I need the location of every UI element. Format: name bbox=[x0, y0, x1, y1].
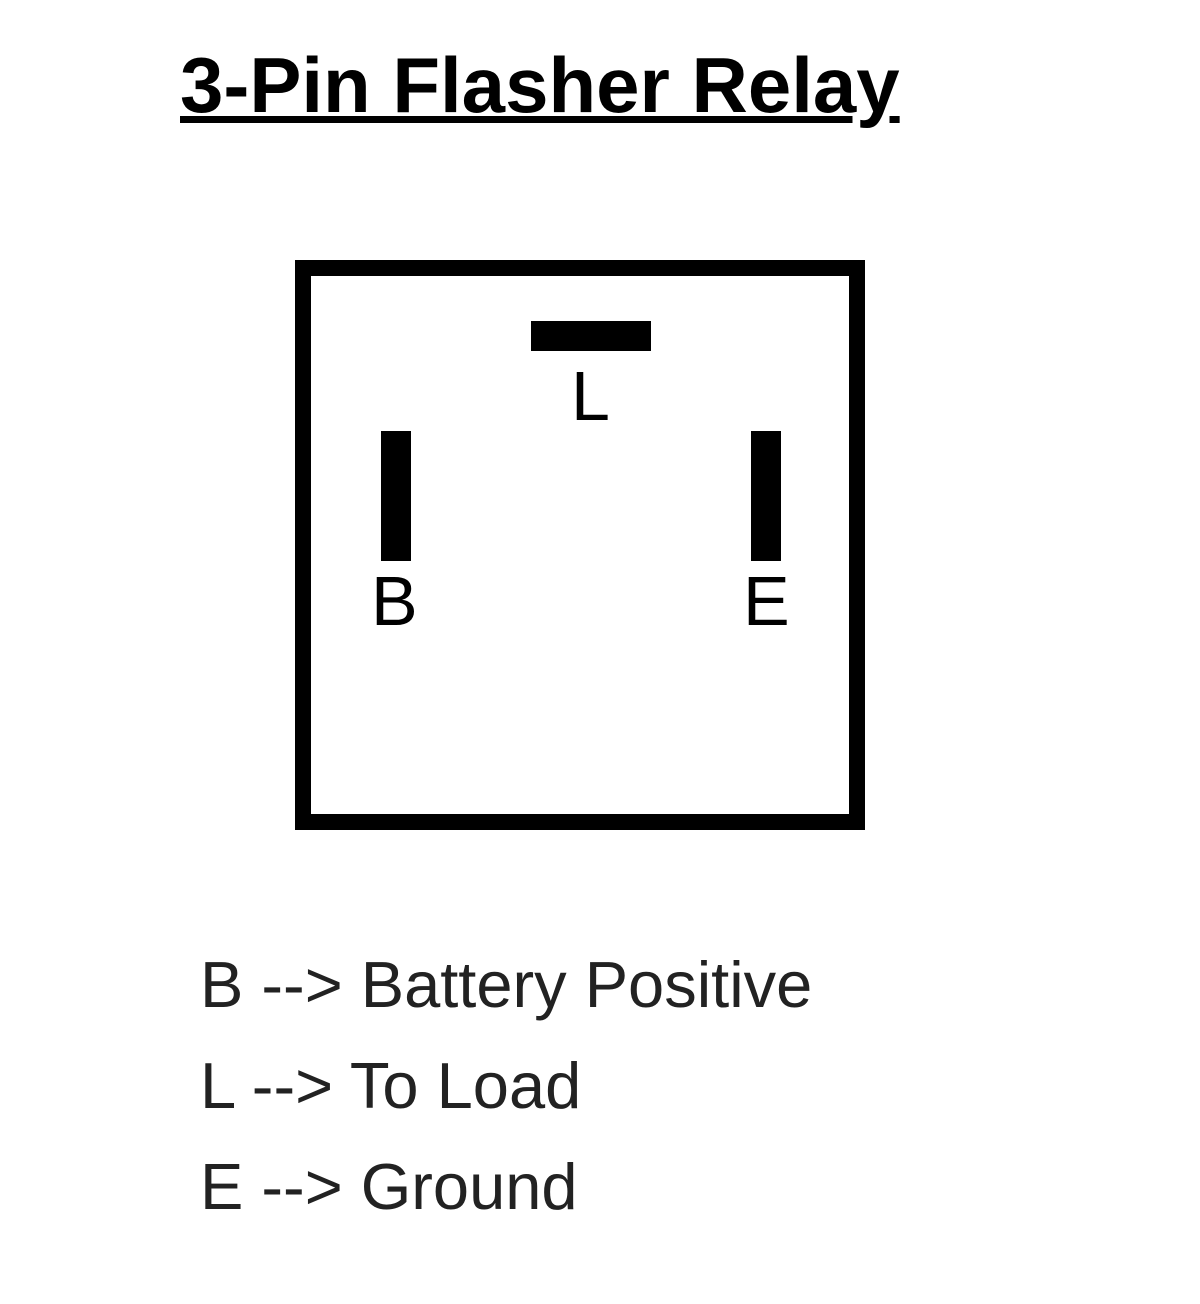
legend: B --> Battery Positive L --> To Load E -… bbox=[200, 935, 812, 1237]
pin-l-label: L bbox=[571, 356, 610, 436]
pin-b-label: B bbox=[371, 561, 418, 641]
legend-item-l: L --> To Load bbox=[200, 1036, 812, 1137]
pin-b-bar bbox=[381, 431, 411, 561]
diagram-title: 3-Pin Flasher Relay bbox=[180, 40, 900, 131]
pin-l-bar bbox=[531, 321, 651, 351]
pin-e-label: E bbox=[743, 561, 790, 641]
relay-outline: L B E bbox=[295, 260, 865, 830]
legend-item-e: E --> Ground bbox=[200, 1137, 812, 1238]
relay-diagram: L B E bbox=[295, 260, 865, 830]
pin-e-bar bbox=[751, 431, 781, 561]
legend-item-b: B --> Battery Positive bbox=[200, 935, 812, 1036]
